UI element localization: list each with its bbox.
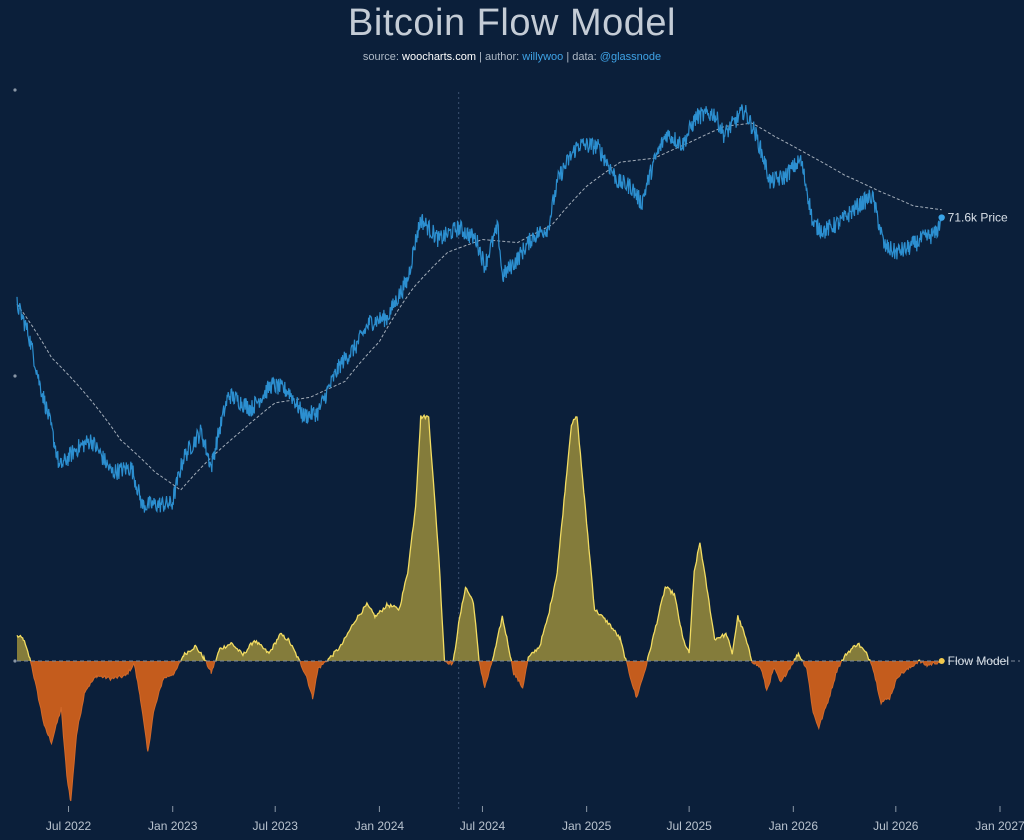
flow-negative-area — [17, 661, 942, 801]
source-label: source: — [362, 51, 399, 63]
x-tick-label: Jan 2027 — [975, 819, 1024, 833]
axis-marker-dot — [13, 659, 17, 663]
x-tick-label: Jul 2026 — [873, 819, 919, 833]
x-tick-label: Jan 2026 — [769, 819, 819, 833]
x-tick-label: Jul 2022 — [46, 819, 92, 833]
author-link[interactable]: willywoo — [522, 51, 564, 63]
flow-negative-line — [29, 661, 941, 802]
x-tick-label: Jan 2025 — [562, 819, 612, 833]
flow-model-series — [16, 413, 942, 802]
x-axis-ticks: Jul 2022 Jan 2023 Jul 2023 Jan 2024 Jul 2024… — [46, 806, 1024, 833]
x-tick-label: Jan 2024 — [355, 819, 405, 833]
price-end-label: 71.6k Price — [948, 211, 1008, 225]
axis-marker-dot — [13, 374, 17, 378]
flow-positive-area — [17, 415, 942, 661]
chart-title: Bitcoin Flow Model — [348, 2, 676, 44]
author-label: author: — [484, 51, 520, 63]
series-end-labels: 71.6k Price Flow Model — [938, 211, 1009, 668]
data-link[interactable]: @glassnode — [599, 51, 662, 63]
separator: | — [479, 51, 482, 63]
x-tick-label: Jan 2023 — [148, 819, 198, 833]
axis-marker-dot — [13, 88, 17, 92]
flow-positive-line — [16, 413, 942, 661]
flow-end-label: Flow Model — [948, 654, 1009, 668]
price-line — [16, 104, 943, 513]
x-tick-label: Jul 2024 — [460, 819, 506, 833]
price-series — [16, 104, 943, 513]
axis-markers — [13, 88, 17, 663]
x-tick-label: Jul 2025 — [666, 819, 712, 833]
source-link[interactable]: woocharts.com — [402, 51, 476, 63]
chart-subtitle: source: woocharts.com | author: willywoo… — [0, 51, 1024, 63]
x-tick-label: Jul 2023 — [253, 819, 299, 833]
data-label: data: — [572, 51, 597, 63]
price-ma-line — [16, 122, 942, 491]
flow-end-dot — [938, 658, 945, 664]
price-end-dot — [938, 214, 945, 221]
separator: | — [566, 51, 570, 63]
